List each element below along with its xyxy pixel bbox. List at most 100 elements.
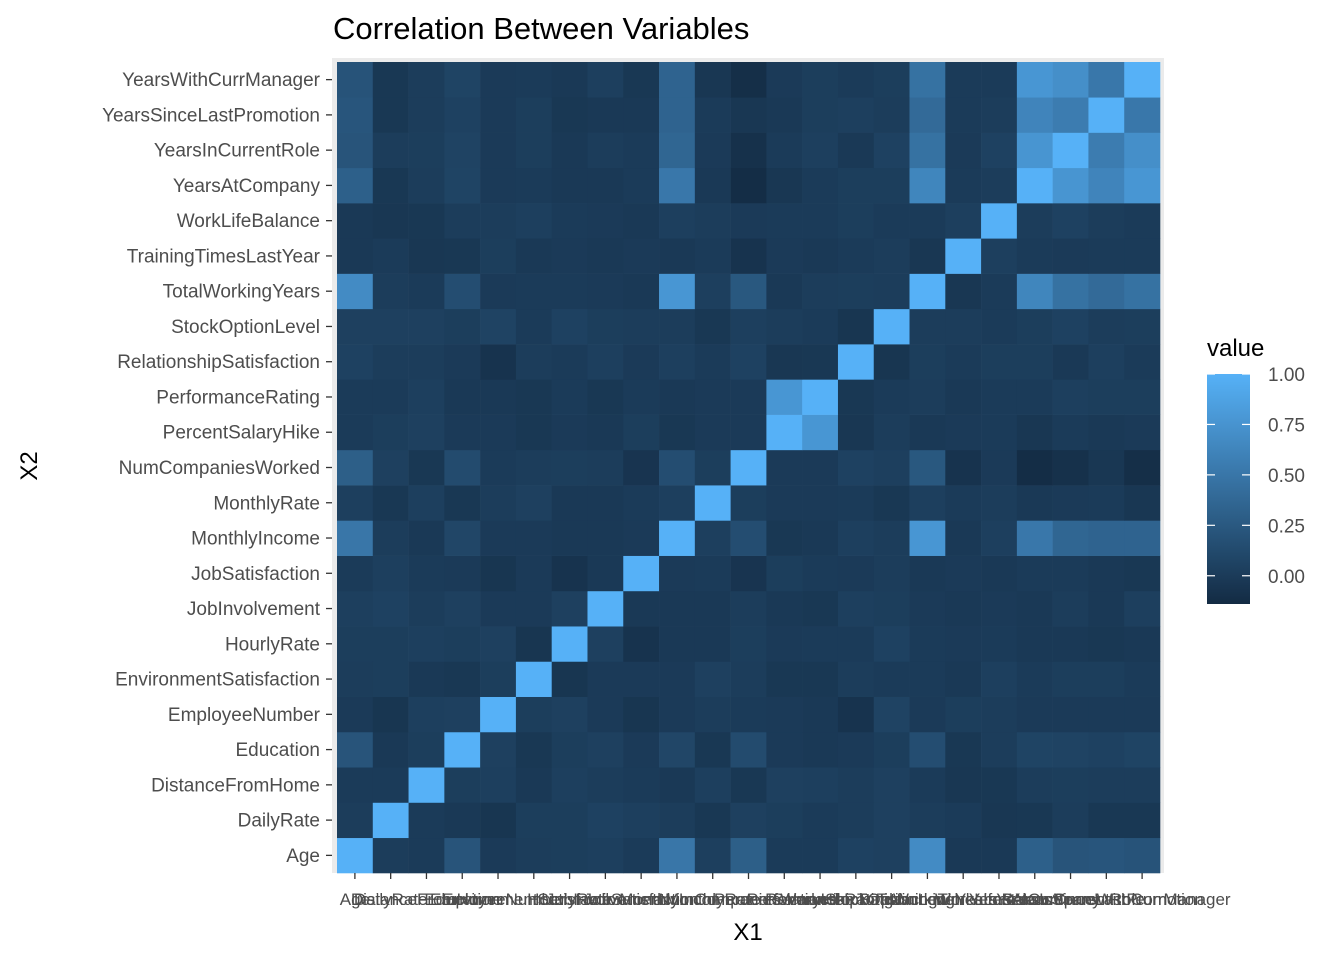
heatmap-cell (873, 590, 910, 627)
heatmap-cell (837, 590, 875, 627)
heatmap-cell (730, 167, 767, 204)
heatmap-cell (337, 837, 374, 874)
heatmap-cell (802, 273, 839, 310)
heatmap-cell (766, 414, 803, 451)
heatmap-cell (694, 344, 731, 380)
heatmap-cell (909, 308, 946, 345)
heatmap-cell (372, 97, 409, 133)
heatmap-cell (1088, 62, 1125, 98)
heatmap-cell (1124, 802, 1161, 839)
heatmap-cell (659, 62, 696, 98)
x-tick-label: JobInvolvement (546, 890, 665, 909)
heatmap-cell (408, 132, 445, 169)
heatmap-cell (909, 449, 946, 486)
heatmap-cell (981, 661, 1018, 697)
heatmap-cell (408, 379, 445, 415)
heatmap-cell (1016, 449, 1053, 486)
heatmap-cells (337, 62, 1161, 874)
heatmap-cell (1052, 590, 1089, 627)
heatmap-cell (444, 626, 481, 662)
heatmap-cell (694, 485, 731, 521)
heatmap-cell (515, 485, 552, 521)
y-tick-label: PercentSalaryHike (163, 423, 320, 444)
heatmap-cell (444, 62, 481, 98)
heatmap-cell (1124, 626, 1161, 662)
x-tick-label: RelationshipSatisfaction (765, 890, 946, 909)
heatmap-cell (1052, 485, 1089, 521)
heatmap-cell (444, 485, 481, 521)
heatmap-cell (337, 555, 374, 592)
heatmap-cell (659, 626, 696, 662)
heatmap-cell (802, 308, 839, 345)
heatmap-cell (1052, 767, 1089, 803)
heatmap-cell (694, 837, 731, 874)
heatmap-cell (873, 203, 910, 239)
heatmap-cell (945, 132, 982, 169)
heatmap-cell (587, 308, 624, 345)
heatmap-cell (730, 344, 767, 380)
heatmap-cell (337, 62, 374, 98)
heatmap-cell (694, 520, 731, 556)
heatmap-cell (444, 344, 481, 380)
heatmap-cell (909, 590, 946, 627)
heatmap-cell (694, 379, 731, 415)
y-tick-label: RelationshipSatisfaction (117, 352, 320, 373)
heatmap-cell (551, 449, 588, 486)
heatmap-cell (659, 696, 696, 733)
heatmap-cell (1124, 379, 1161, 415)
heatmap-cell (766, 520, 803, 556)
heatmap-cell (551, 238, 588, 274)
heatmap-cell (515, 555, 552, 592)
heatmap-cell (766, 203, 803, 239)
heatmap-cell (444, 661, 481, 697)
heatmap-cell (1052, 414, 1089, 451)
heatmap-cell (909, 167, 946, 204)
heatmap-cell (1124, 132, 1161, 169)
heatmap-cell (802, 661, 839, 697)
heatmap-cell (408, 555, 445, 592)
heatmap-cell (337, 661, 374, 697)
heatmap-cell (909, 273, 946, 310)
heatmap-cell (1124, 308, 1161, 345)
heatmap-cell (1124, 273, 1161, 310)
heatmap-cell (1088, 626, 1125, 662)
heatmap-cell (515, 132, 552, 169)
heatmap-cell (730, 590, 767, 627)
heatmap-cell (945, 273, 982, 310)
x-tick-label: YearsInCurrentRole (996, 890, 1145, 909)
heatmap-cell (945, 555, 982, 592)
heatmap-cell (802, 626, 839, 662)
heatmap-cell (659, 731, 696, 768)
heatmap-cell (694, 97, 731, 133)
heatmap-cell (837, 167, 875, 204)
heatmap-cell (1088, 590, 1125, 627)
heatmap-cell (694, 167, 731, 204)
heatmap-cell (1052, 661, 1089, 697)
heatmap-cell (623, 414, 660, 451)
heatmap-cell (873, 132, 910, 169)
heatmap-cell (659, 485, 696, 521)
heatmap-cell (730, 802, 767, 839)
heatmap-cell (873, 696, 910, 733)
y-tick-label: EnvironmentSatisfaction (115, 670, 320, 691)
heatmap-cell (587, 485, 624, 521)
heatmap-cell (551, 626, 588, 662)
heatmap-cell (1016, 308, 1053, 345)
legend-tick-label: 0.75 (1268, 415, 1305, 436)
heatmap-cell (372, 731, 409, 768)
heatmap-cell (837, 97, 875, 133)
y-tick-label: MonthlyRate (213, 493, 320, 514)
heatmap-cell (408, 449, 445, 486)
heatmap-cell (372, 308, 409, 345)
heatmap-cell (766, 485, 803, 521)
heatmap-cell (408, 802, 445, 839)
heatmap-cell (337, 167, 374, 204)
heatmap-cell (837, 661, 875, 697)
heatmap-cell (659, 520, 696, 556)
y-tick-label: YearsInCurrentRole (154, 141, 320, 162)
x-tick-label: YearsSinceLastPromotion (1009, 890, 1204, 909)
heatmap-cell (766, 767, 803, 803)
heatmap-cell (372, 661, 409, 697)
heatmap-cell (372, 590, 409, 627)
heatmap-cell (659, 308, 696, 345)
